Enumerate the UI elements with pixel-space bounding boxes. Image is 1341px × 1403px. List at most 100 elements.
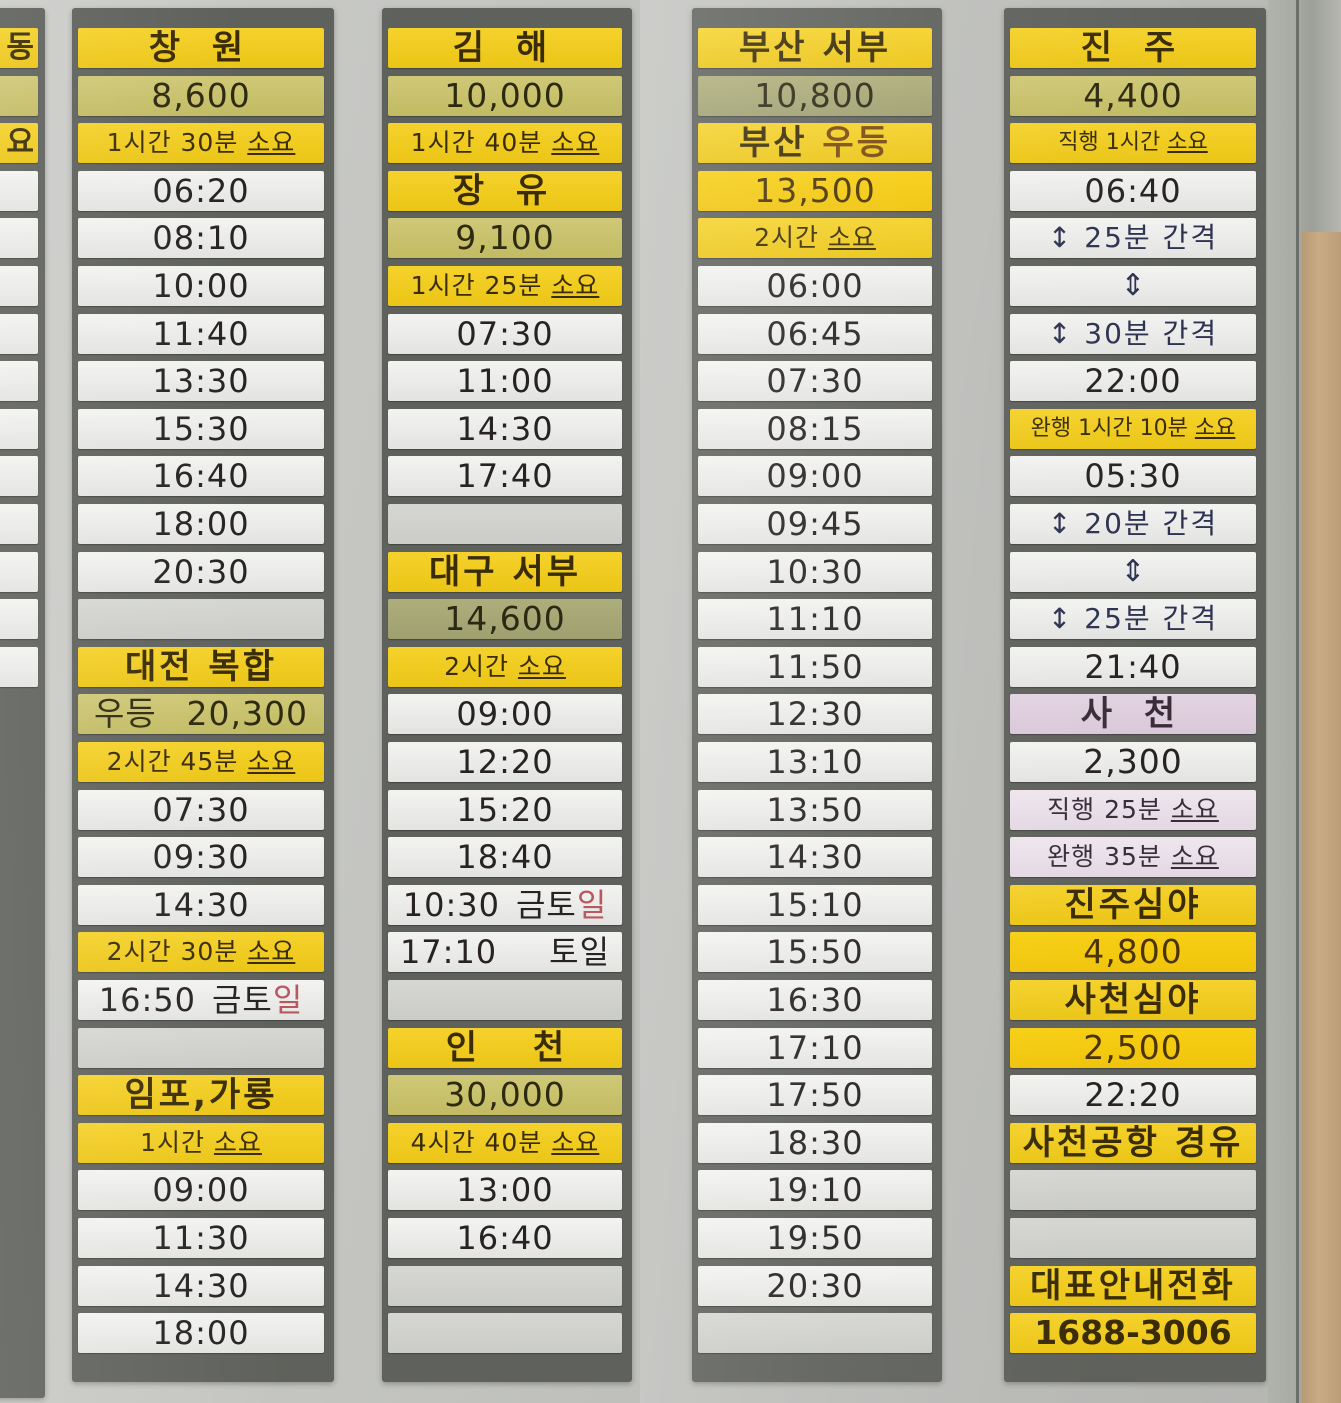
departure-time: 13:50 bbox=[698, 789, 932, 830]
departure-time: 10:30 bbox=[402, 885, 500, 924]
duration-suffix: 소요 bbox=[551, 1127, 600, 1157]
departure-time: 18:00 bbox=[78, 504, 324, 544]
fare-label: 4,400 bbox=[1010, 75, 1256, 116]
fare-label: 2,300 bbox=[1010, 742, 1256, 782]
duration-suffix: 소요 bbox=[551, 271, 600, 300]
days-fri-sat: 금토 bbox=[515, 885, 577, 924]
duration-text: 직행 1시간 bbox=[1058, 130, 1168, 156]
departure-time: 16:50 bbox=[98, 981, 196, 1019]
column-inner-gimhae: 김 해 10,000 1시간 40분 소요 장 유 9,100 1시간 25분 소요 07:… bbox=[382, 8, 632, 1382]
duration-label: 직행 1시간 소요 bbox=[1010, 123, 1256, 164]
destination-header: 부산 우등 bbox=[698, 123, 932, 164]
bus-grade-label: 우등 bbox=[822, 123, 891, 164]
departure-time: 11:30 bbox=[78, 1218, 324, 1258]
departure-time: 18:40 bbox=[388, 837, 622, 878]
duration-label: 1시간 25분 소요 bbox=[388, 266, 622, 306]
departure-time: 15:50 bbox=[698, 932, 932, 973]
wall-corner-edge bbox=[1296, 0, 1299, 1403]
column-panel-gimhae: 김 해 10,000 1시간 40분 소요 장 유 9,100 1시간 25분 소요 07:… bbox=[382, 8, 632, 1382]
days-fri-sat: 금토 bbox=[211, 981, 273, 1019]
duration-label: 2시간 소요 bbox=[698, 218, 932, 259]
departure-time: 10:30 금토일 bbox=[388, 884, 622, 925]
partial-row bbox=[0, 551, 38, 592]
departure-time: 20:30 bbox=[698, 1265, 932, 1306]
duration-text: 2시간 45분 bbox=[106, 747, 248, 776]
partial-row bbox=[0, 170, 38, 211]
updown-arrow-icon: ⇕ bbox=[1010, 266, 1256, 306]
departure-time: 18:30 bbox=[698, 1122, 932, 1163]
departure-time: 05:30 bbox=[1010, 456, 1256, 497]
departure-time: 20:30 bbox=[78, 551, 324, 592]
blank-slot bbox=[388, 1265, 622, 1306]
departure-time: 10:30 bbox=[698, 551, 932, 592]
partial-row bbox=[0, 313, 38, 354]
duration-suffix: 소요 bbox=[517, 651, 566, 681]
partial-row bbox=[0, 456, 38, 497]
duration-label: 완행 35분 소요 bbox=[1010, 837, 1256, 878]
duration-text: 완행 1시간 10분 bbox=[1030, 415, 1195, 441]
departure-time: 17:10 토일 bbox=[388, 932, 622, 973]
blank-slot bbox=[388, 504, 622, 544]
destination-header: 인 천 bbox=[388, 1027, 622, 1068]
destination-header: 부산 서부 bbox=[698, 28, 932, 68]
departure-time: 14:30 bbox=[78, 1265, 324, 1306]
interval-label: ↕ 25분 간격 bbox=[1010, 218, 1256, 259]
departure-time: 08:10 bbox=[78, 218, 324, 259]
fare-label: 9,100 bbox=[388, 218, 622, 259]
duration-label: 2시간 30분 소요 bbox=[78, 932, 324, 973]
blank-slot bbox=[1010, 1218, 1256, 1258]
partial-row bbox=[0, 646, 38, 687]
departure-time: 10:00 bbox=[78, 266, 324, 306]
blank-slot bbox=[1010, 1170, 1256, 1211]
departure-time: 13:00 bbox=[388, 1170, 622, 1211]
departure-time: 15:10 bbox=[698, 884, 932, 925]
duration-suffix: 소요 bbox=[1194, 415, 1236, 441]
departure-time: 07:30 bbox=[698, 361, 932, 402]
departure-time: 16:40 bbox=[78, 456, 324, 497]
departure-time: 07:30 bbox=[388, 313, 622, 354]
column-inner-busan-seobu: 부산 서부 10,800 부산 우등 13,500 2시간 소요 06:00 06:45 07… bbox=[692, 8, 942, 1382]
duration-text: 직행 25분 bbox=[1047, 794, 1171, 824]
column-panel-jinju: 진 주 4,400 직행 1시간 소요 06:40 ↕ 25분 간격 ⇕ ↕ 30분 간격 2… bbox=[1004, 8, 1266, 1382]
days-sunday: 일 bbox=[272, 981, 304, 1019]
fare-label: 10,800 bbox=[698, 75, 932, 116]
duration-label: 2시간 소요 bbox=[388, 646, 622, 687]
destination-header: 진 주 bbox=[1010, 28, 1256, 68]
departure-time: 13:10 bbox=[698, 742, 932, 782]
blank-slot bbox=[698, 1313, 932, 1354]
duration-label: 4시간 40분 소요 bbox=[388, 1122, 622, 1163]
departure-time: 06:20 bbox=[78, 170, 324, 211]
duration-label: 1시간 30분 소요 bbox=[78, 123, 324, 164]
destination-header: 장 유 bbox=[388, 170, 622, 211]
partial-row bbox=[0, 218, 38, 259]
duration-suffix: 소요 bbox=[551, 128, 600, 158]
departure-time: 22:20 bbox=[1010, 1075, 1256, 1116]
departure-time: 12:30 bbox=[698, 694, 932, 735]
departure-time: 17:50 bbox=[698, 1075, 932, 1116]
departure-time: 19:10 bbox=[698, 1170, 932, 1211]
operating-days-label: 토일 bbox=[549, 933, 611, 972]
interval-label: ↕ 25분 간격 bbox=[1010, 599, 1256, 640]
duration-text: 4시간 40분 bbox=[410, 1127, 552, 1157]
interval-label: ↕ 20분 간격 bbox=[1010, 504, 1256, 544]
phone-number: 1688-3006 bbox=[1010, 1313, 1256, 1354]
departure-time: 06:45 bbox=[698, 313, 932, 354]
departure-time: 09:00 bbox=[388, 694, 622, 735]
duration-text: 1시간 bbox=[140, 1127, 214, 1157]
departure-time: 11:10 bbox=[698, 599, 932, 640]
column-inner-changwon: 창 원 8,600 1시간 30분 소요 06:20 08:10 10:00 11:40 13… bbox=[72, 8, 334, 1382]
partial-row bbox=[0, 75, 38, 116]
duration-suffix: 소요 bbox=[1167, 130, 1208, 156]
duration-suffix: 소요 bbox=[213, 1127, 262, 1157]
duration-suffix: 소요 bbox=[247, 747, 296, 776]
destination-header: 사천공항 경유 bbox=[1010, 1122, 1256, 1163]
departure-time: 16:40 bbox=[388, 1218, 622, 1258]
partial-row bbox=[0, 504, 38, 544]
departure-time: 07:30 bbox=[78, 789, 324, 830]
departure-time: 09:00 bbox=[698, 456, 932, 497]
destination-header: 김 해 bbox=[388, 28, 622, 68]
column-panel-changwon: 창 원 8,600 1시간 30분 소요 06:20 08:10 10:00 11:40 13… bbox=[72, 8, 334, 1382]
fare-class-label: 우등 bbox=[94, 694, 157, 734]
fare-label: 우등 20,300 bbox=[78, 694, 324, 735]
departure-time: 15:20 bbox=[388, 789, 622, 830]
